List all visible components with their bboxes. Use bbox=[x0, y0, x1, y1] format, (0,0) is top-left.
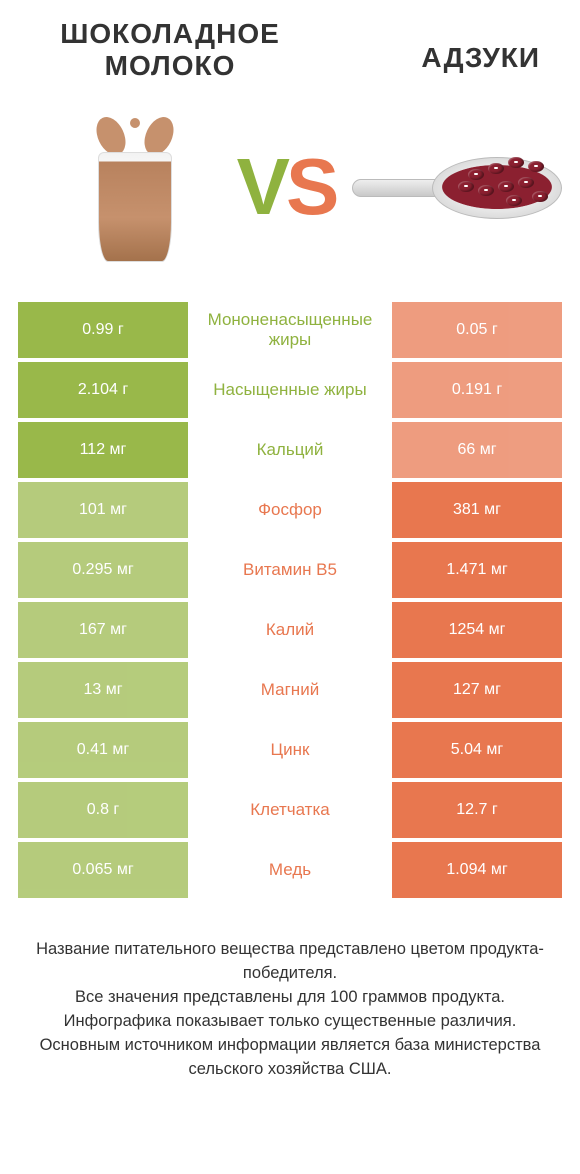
vs-v-letter: V bbox=[237, 142, 286, 231]
left-product-image bbox=[50, 97, 220, 277]
left-value-cell: 0.99 г bbox=[18, 302, 188, 358]
footer-line: Инфографика показывает только существенн… bbox=[22, 1010, 558, 1034]
left-value-cell: 2.104 г bbox=[18, 362, 188, 418]
right-value-cell: 127 мг bbox=[392, 662, 562, 718]
vs-s-letter: S bbox=[286, 142, 335, 231]
nutrient-name-cell: Клетчатка bbox=[188, 782, 392, 838]
nutrient-name-cell: Мононенасыщенные жиры bbox=[188, 302, 392, 358]
nutrient-name-cell: Магний bbox=[188, 662, 392, 718]
nutrient-name-cell: Насыщенные жиры bbox=[188, 362, 392, 418]
table-row: 0.41 мгЦинк5.04 мг bbox=[18, 722, 562, 778]
table-row: 0.065 мгМедь1.094 мг bbox=[18, 842, 562, 898]
table-row: 2.104 гНасыщенные жиры0.191 г bbox=[18, 362, 562, 418]
footer-line: Все значения представлены для 100 граммо… bbox=[22, 986, 558, 1010]
right-product-image bbox=[352, 97, 562, 277]
right-value-cell: 1.094 мг bbox=[392, 842, 562, 898]
table-row: 0.295 мгВитамин B51.471 мг bbox=[18, 542, 562, 598]
nutrient-name-cell: Фосфор bbox=[188, 482, 392, 538]
nutrient-name-cell: Кальций bbox=[188, 422, 392, 478]
footer-line: Название питательного вещества представл… bbox=[22, 938, 558, 986]
right-product-title: АДЗУКИ bbox=[340, 42, 540, 74]
right-value-cell: 1254 мг bbox=[392, 602, 562, 658]
footer-line: Основным источником информации является … bbox=[22, 1034, 558, 1082]
vs-row: VS bbox=[0, 82, 580, 302]
left-product-title: ШОКОЛАДНОЕ МОЛОКО bbox=[40, 18, 300, 82]
left-value-cell: 167 мг bbox=[18, 602, 188, 658]
right-value-cell: 381 мг bbox=[392, 482, 562, 538]
chocolate-milk-icon bbox=[80, 112, 190, 262]
right-value-cell: 5.04 мг bbox=[392, 722, 562, 778]
nutrient-name-cell: Калий bbox=[188, 602, 392, 658]
left-value-cell: 0.065 мг bbox=[18, 842, 188, 898]
left-value-cell: 0.8 г bbox=[18, 782, 188, 838]
header-row: ШОКОЛАДНОЕ МОЛОКО АДЗУКИ bbox=[0, 0, 580, 82]
adzuki-beans-icon bbox=[352, 137, 562, 237]
table-row: 0.8 гКлетчатка12.7 г bbox=[18, 782, 562, 838]
left-value-cell: 13 мг bbox=[18, 662, 188, 718]
table-row: 101 мгФосфор381 мг bbox=[18, 482, 562, 538]
table-row: 0.99 гМононенасыщенные жиры0.05 г bbox=[18, 302, 562, 358]
left-value-cell: 0.41 мг bbox=[18, 722, 188, 778]
right-value-cell: 0.05 г bbox=[392, 302, 562, 358]
left-value-cell: 101 мг bbox=[18, 482, 188, 538]
right-value-cell: 1.471 мг bbox=[392, 542, 562, 598]
right-value-cell: 0.191 г bbox=[392, 362, 562, 418]
nutrient-name-cell: Медь bbox=[188, 842, 392, 898]
vs-label: VS bbox=[237, 141, 336, 233]
left-value-cell: 0.295 мг bbox=[18, 542, 188, 598]
footer-notes: Название питательного вещества представл… bbox=[0, 902, 580, 1082]
table-row: 112 мгКальций66 мг bbox=[18, 422, 562, 478]
table-row: 13 мгМагний127 мг bbox=[18, 662, 562, 718]
comparison-table: 0.99 гМононенасыщенные жиры0.05 г2.104 г… bbox=[0, 302, 580, 898]
table-row: 167 мгКалий1254 мг bbox=[18, 602, 562, 658]
right-value-cell: 66 мг bbox=[392, 422, 562, 478]
right-value-cell: 12.7 г bbox=[392, 782, 562, 838]
left-value-cell: 112 мг bbox=[18, 422, 188, 478]
nutrient-name-cell: Цинк bbox=[188, 722, 392, 778]
nutrient-name-cell: Витамин B5 bbox=[188, 542, 392, 598]
